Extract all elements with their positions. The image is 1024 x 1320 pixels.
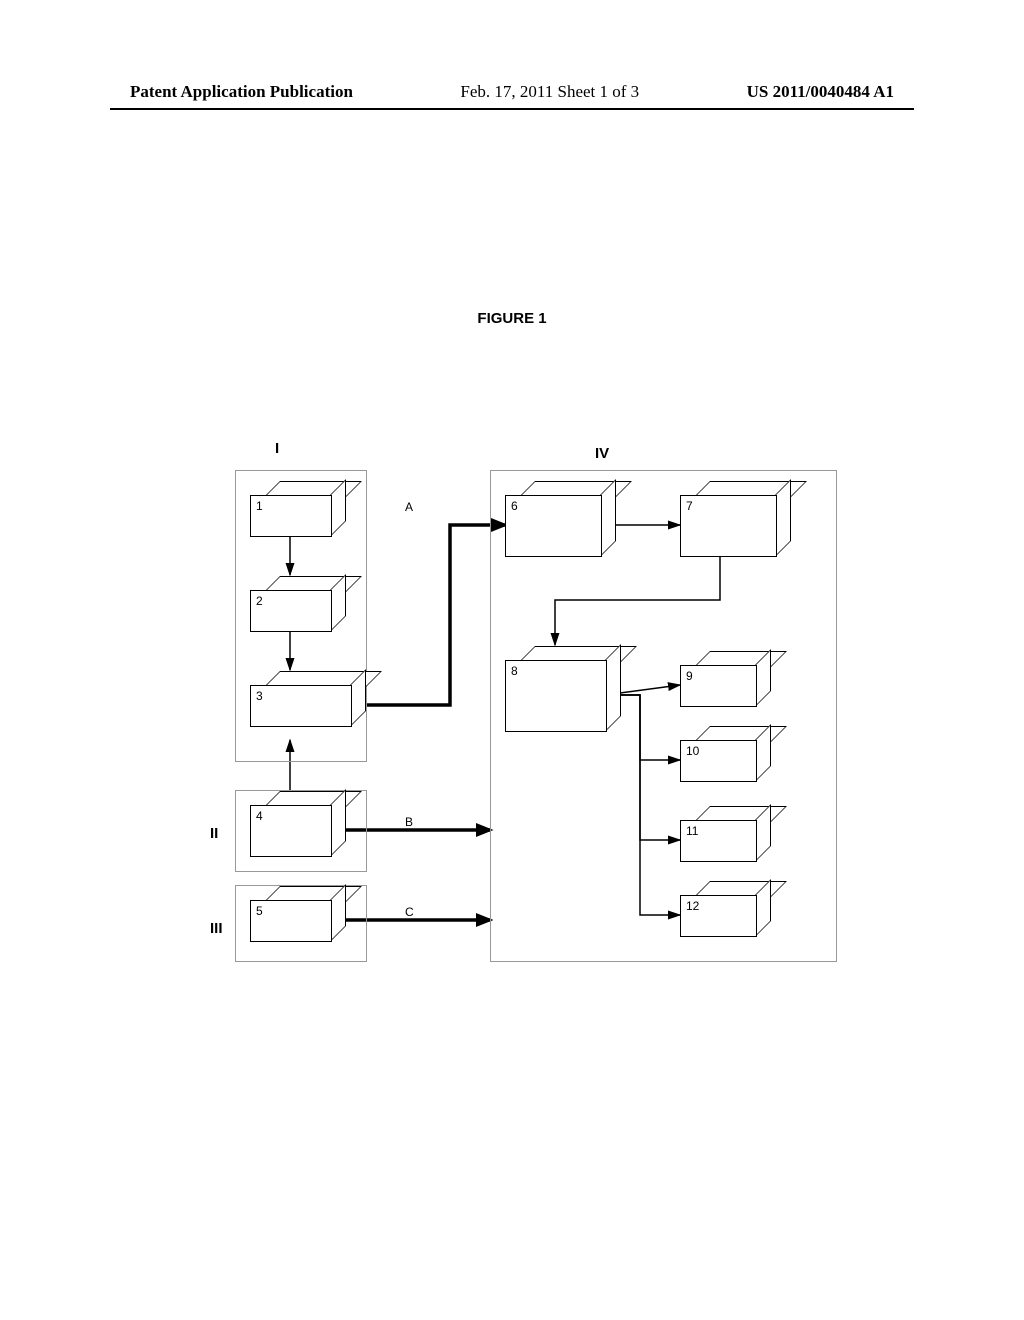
box-label-1: 1 xyxy=(256,499,263,513)
box-10: 10 xyxy=(680,740,769,794)
box-label-2: 2 xyxy=(256,594,263,608)
box-label-8: 8 xyxy=(511,664,518,678)
group-label-II: II xyxy=(210,825,218,842)
patent-page: Patent Application Publication Feb. 17, … xyxy=(0,0,1024,1320)
group-label-III: III xyxy=(210,920,223,937)
box-7: 7 xyxy=(680,495,789,569)
header-center: Feb. 17, 2011 Sheet 1 of 3 xyxy=(460,82,639,102)
box-label-6: 6 xyxy=(511,499,518,513)
figure-diagram: 123456789101112IIIIIIIVABC xyxy=(200,440,840,980)
box-4: 4 xyxy=(250,805,344,869)
box-5: 5 xyxy=(250,900,344,954)
box-label-7: 7 xyxy=(686,499,693,513)
group-label-I: I xyxy=(275,440,279,457)
header-rule xyxy=(110,108,914,110)
arrow-label-B: B xyxy=(405,815,413,829)
figure-title: FIGURE 1 xyxy=(0,310,1024,327)
box-1: 1 xyxy=(250,495,344,549)
box-label-5: 5 xyxy=(256,904,263,918)
box-2: 2 xyxy=(250,590,344,644)
box-label-3: 3 xyxy=(256,689,263,703)
box-label-11: 11 xyxy=(686,824,698,838)
header-left: Patent Application Publication xyxy=(130,82,353,102)
box-3: 3 xyxy=(250,685,364,739)
arrow-label-A: A xyxy=(405,500,413,514)
box-8: 8 xyxy=(505,660,619,744)
arrow-label-C: C xyxy=(405,905,414,919)
box-12: 12 xyxy=(680,895,769,949)
box-11: 11 xyxy=(680,820,769,874)
box-label-12: 12 xyxy=(686,899,699,913)
box-6: 6 xyxy=(505,495,614,569)
box-label-9: 9 xyxy=(686,669,693,683)
header-right: US 2011/0040484 A1 xyxy=(747,82,894,102)
box-9: 9 xyxy=(680,665,769,719)
group-label-IV: IV xyxy=(595,445,609,462)
box-label-4: 4 xyxy=(256,809,263,823)
page-header: Patent Application Publication Feb. 17, … xyxy=(0,82,1024,102)
box-label-10: 10 xyxy=(686,744,699,758)
